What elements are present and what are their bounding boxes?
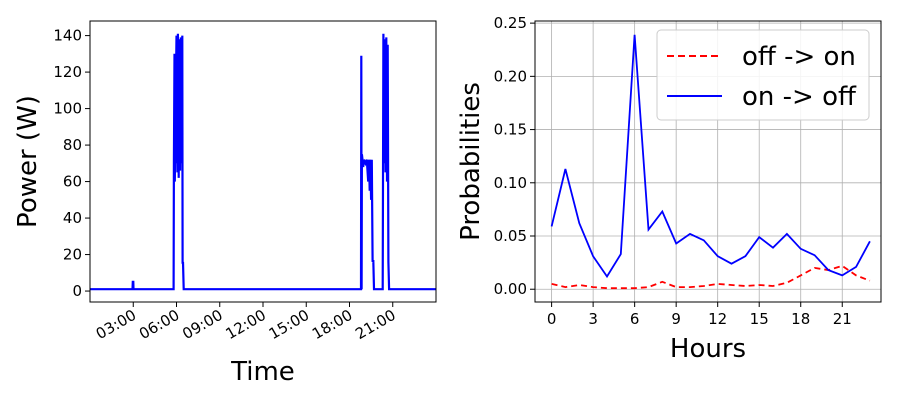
prob-y-tick-label: 0.20 (494, 67, 527, 85)
prob-y-tick-label: 0.25 (494, 14, 527, 32)
prob-series-line-off-on (551, 264, 871, 290)
power-chart-series (90, 33, 436, 291)
power-y-tick-label: 100 (53, 100, 82, 118)
prob-x-tick-label: 12 (708, 310, 727, 328)
prob-x-tick-label: 15 (750, 310, 769, 328)
legend-label-off-on: off -> on (742, 42, 856, 72)
power-y-tick-label: 20 (63, 246, 82, 264)
power-x-tick-label: 21:00 (352, 306, 398, 343)
probability-chart-y-axis-label: Probabilities (456, 82, 486, 241)
power-x-tick-label: 15:00 (266, 306, 312, 343)
prob-x-tick-label: 6 (630, 310, 640, 328)
power-x-tick-label: 12:00 (223, 306, 269, 343)
power-y-tick-label: 60 (63, 173, 82, 191)
prob-y-tick-label: 0.10 (494, 174, 527, 192)
prob-y-tick-label: 0.15 (494, 121, 527, 139)
power-y-tick-label: 140 (53, 27, 82, 45)
prob-series-line-on-off (550, 34, 871, 279)
probability-chart-ticks: 0 3 6 9 12 15 18 21 0.00 0.05 0.10 0.15 0.20 0.25 (494, 14, 852, 328)
probability-chart-frame (534, 20, 882, 303)
power-chart-ticks: 0 20 40 60 80 100 120 140 03:0006:0009:0012:0015… (53, 27, 398, 343)
power-x-tick-label: 03:00 (93, 306, 139, 343)
legend: off -> on on -> off (656, 29, 870, 121)
power-series-line (90, 33, 436, 291)
legend-box (656, 29, 870, 121)
power-chart-x-axis-label: Time (230, 357, 295, 387)
power-y-tick-label: 120 (53, 63, 82, 81)
prob-y-tick-label: 0.00 (494, 280, 527, 298)
power-y-tick-label: 40 (63, 209, 82, 227)
prob-y-tick-label: 0.05 (494, 227, 527, 245)
prob-x-tick-label: 9 (671, 310, 681, 328)
prob-x-tick-label: 3 (588, 310, 598, 328)
power-chart-frame (89, 20, 437, 303)
power-y-tick-label: 80 (63, 136, 82, 154)
power-y-tick-label: 0 (72, 282, 82, 300)
power-x-tick-label: 06:00 (136, 306, 182, 343)
prob-x-tick-label: 18 (791, 310, 810, 328)
probability-chart: 0 3 6 9 12 15 18 21 0.00 0.05 0.10 0.15 0.20 0.25 Hou… (456, 14, 882, 364)
power-chart: 0 20 40 60 80 100 120 140 03:0006:0009:0012:0015… (13, 20, 437, 387)
probability-chart-series (550, 34, 871, 290)
power-x-tick-label: 09:00 (179, 306, 225, 343)
legend-label-on-off: on -> off (742, 82, 857, 112)
prob-x-tick-label: 0 (547, 310, 557, 328)
power-x-tick-label: 18:00 (309, 306, 355, 343)
probability-chart-x-axis-label: Hours (670, 334, 746, 364)
prob-x-tick-label: 21 (833, 310, 852, 328)
power-chart-y-axis-label: Power (W) (13, 95, 43, 228)
